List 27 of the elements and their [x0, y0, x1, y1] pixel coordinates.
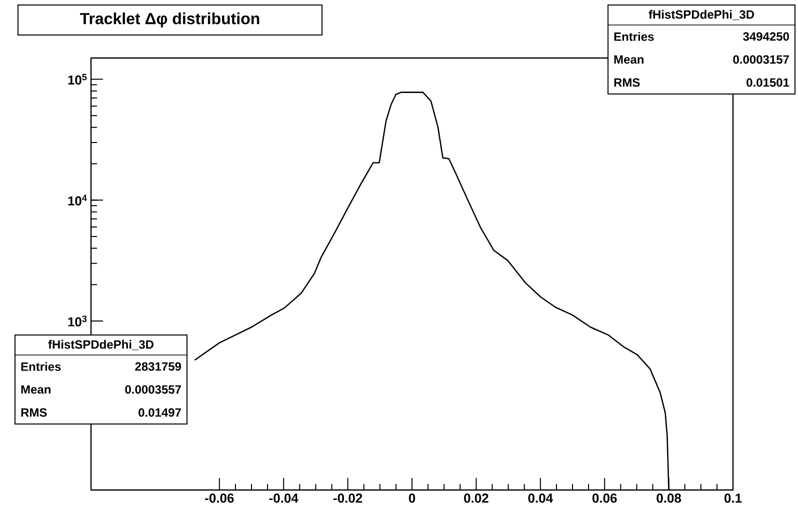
text: 0.0003157: [733, 55, 789, 64]
text: Mean: [21, 385, 50, 394]
x-tick-label: 0: [408, 494, 416, 503]
text: fHistSPDdePhi_3D: [648, 10, 754, 20]
annotation: 0.01497: [138, 408, 181, 417]
text: RMS: [21, 408, 47, 417]
annotation: Mean: [614, 55, 644, 64]
text: 3494250: [743, 32, 789, 41]
y-tick-label: 10$^{4}$: [68, 194, 87, 206]
annotation: 2831759: [135, 362, 182, 371]
x-tick-label: -0.04: [269, 494, 298, 503]
x-tick-label: -0.06: [205, 494, 234, 503]
x-tick-label: 0.1: [724, 494, 742, 503]
x-tick-label: 0.04: [528, 494, 553, 503]
text: 0.01501: [746, 78, 790, 87]
annotation: RMS: [614, 78, 640, 87]
y-tick-label: 10$^{3}$: [68, 316, 87, 326]
x-tick-label: 0.08: [656, 494, 682, 503]
chart-title: Tracklet Δφ distribution: [80, 12, 260, 28]
x-tick-label: 0.06: [592, 494, 617, 503]
text: Entries: [21, 362, 61, 371]
x-tick-label: -0.02: [333, 494, 362, 503]
annotation: 0.0003557: [125, 385, 181, 394]
x-tick-label: 0.02: [464, 494, 488, 503]
text: Entries: [614, 32, 654, 41]
y-tick-label: 10$^{5}$: [68, 74, 87, 85]
annotation: fHistSPDdePhi_3D: [48, 340, 154, 350]
